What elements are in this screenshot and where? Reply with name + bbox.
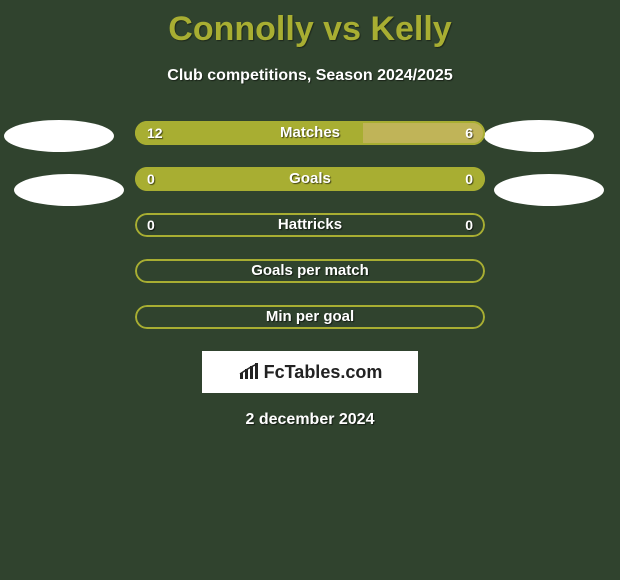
stat-row: Goals per match [135, 259, 485, 283]
row-label: Min per goal [135, 305, 485, 329]
badge-right-2 [494, 174, 604, 206]
badge-left-1 [4, 120, 114, 152]
badge-left-2 [14, 174, 124, 206]
date-label: 2 december 2024 [0, 411, 620, 429]
subtitle: Club competitions, Season 2024/2025 [0, 67, 620, 85]
badge-right-1 [484, 120, 594, 152]
stat-row: 00Hattricks [135, 213, 485, 237]
stat-row: Min per goal [135, 305, 485, 329]
logo-box: FcTables.com [202, 351, 418, 393]
row-label: Goals per match [135, 259, 485, 283]
row-label: Hattricks [135, 213, 485, 237]
row-label: Goals [135, 167, 485, 191]
page-title: Connolly vs Kelly [0, 0, 620, 49]
site-logo: FcTables.com [238, 362, 383, 383]
stat-rows: 126Matches 00Goals 00Hattricks Goals per ma… [135, 121, 485, 329]
stat-row: 126Matches [135, 121, 485, 145]
stat-row: 00Goals [135, 167, 485, 191]
logo-label: FcTables.com [264, 362, 383, 383]
bar-chart-icon [238, 363, 260, 381]
row-label: Matches [135, 121, 485, 145]
